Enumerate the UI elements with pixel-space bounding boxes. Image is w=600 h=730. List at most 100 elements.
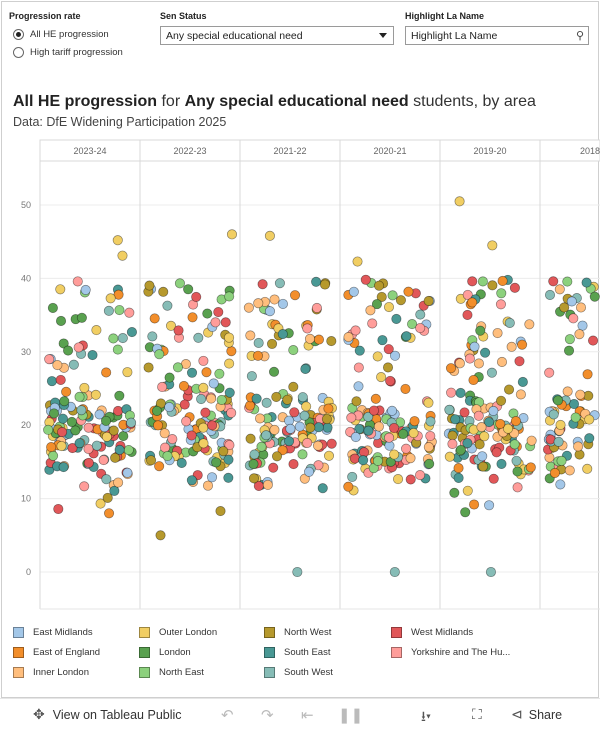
- data-point: [118, 431, 129, 442]
- data-point: [455, 387, 466, 399]
- data-point: [294, 421, 305, 432]
- data-point: [299, 410, 310, 421]
- redo-icon[interactable]: ↷: [261, 707, 274, 724]
- data-point: [226, 346, 237, 357]
- data-point: [104, 508, 115, 519]
- pause-icon[interactable]: ❚❚: [338, 707, 364, 724]
- y-tick-label: 10: [21, 494, 31, 504]
- legend-item[interactable]: East of England: [13, 647, 100, 658]
- data-point: [108, 425, 119, 436]
- data-point: [214, 368, 225, 379]
- legend-swatch: [391, 627, 402, 638]
- legend-item[interactable]: Outer London: [139, 627, 217, 638]
- legend-label: London: [159, 647, 191, 658]
- data-point: [101, 431, 112, 442]
- data-point: [548, 409, 559, 420]
- data-point: [389, 422, 400, 434]
- legend-item[interactable]: Yorkshire and The Hu...: [391, 647, 510, 658]
- data-point: [246, 371, 257, 382]
- data-point: [570, 412, 581, 423]
- data-point: [589, 291, 600, 302]
- search-icon[interactable]: ⚲: [575, 30, 584, 42]
- highlight-search-input[interactable]: Highlight La Name ⚲: [405, 26, 589, 45]
- progression-rate-label: Progression rate: [9, 11, 81, 21]
- data-point: [368, 405, 380, 416]
- download-icon[interactable]: ⭳▾: [421, 708, 432, 724]
- sen-status-dropdown[interactable]: Any special educational need: [160, 26, 394, 45]
- legend-label: South West: [284, 667, 333, 678]
- column-label: 2022-23: [173, 146, 206, 156]
- data-point: [288, 459, 299, 470]
- data-point: [473, 358, 484, 369]
- data-point: [573, 441, 584, 452]
- radio-selected-icon[interactable]: [13, 29, 24, 40]
- data-point: [588, 335, 599, 346]
- data-point: [109, 485, 120, 496]
- data-point: [372, 455, 383, 467]
- data-point: [114, 444, 125, 455]
- data-point: [317, 483, 328, 494]
- radio-high-tariff[interactable]: High tariff progression: [13, 47, 123, 58]
- data-point: [495, 299, 506, 310]
- fullscreen-icon[interactable]: ⛶: [472, 706, 482, 722]
- data-point: [101, 367, 112, 378]
- data-point: [544, 289, 556, 300]
- data-point: [351, 396, 362, 407]
- data-point: [74, 391, 85, 402]
- data-point: [66, 416, 77, 427]
- data-point: [363, 425, 374, 436]
- data-point: [512, 482, 523, 493]
- data-point: [480, 347, 491, 358]
- data-point: [152, 420, 164, 431]
- data-point: [226, 407, 237, 418]
- legend-label: Inner London: [33, 667, 89, 678]
- data-point: [183, 284, 194, 295]
- radio-all-he[interactable]: All HE progression: [13, 29, 109, 40]
- data-point: [101, 474, 112, 485]
- data-point: [271, 391, 282, 402]
- data-point: [311, 276, 322, 287]
- legend-item[interactable]: North East: [139, 667, 204, 678]
- chart-title: All HE progression for Any special educa…: [13, 93, 536, 111]
- data-point: [83, 457, 94, 468]
- legend-item[interactable]: Inner London: [13, 667, 89, 678]
- data-point: [485, 566, 496, 578]
- legend-item[interactable]: London: [139, 647, 191, 658]
- data-point: [162, 450, 173, 462]
- radio-unselected-icon[interactable]: [13, 47, 24, 58]
- data-point: [376, 291, 387, 302]
- data-point: [74, 438, 85, 449]
- data-point: [365, 305, 376, 316]
- legend-item[interactable]: East Midlands: [13, 627, 93, 638]
- data-point: [376, 372, 387, 383]
- data-point: [313, 334, 324, 345]
- legend-item[interactable]: West Midlands: [391, 627, 473, 638]
- data-point: [87, 349, 98, 361]
- data-point: [248, 473, 260, 484]
- data-point: [254, 413, 266, 424]
- data-point: [224, 387, 235, 398]
- data-point: [179, 399, 190, 410]
- legend-label: East of England: [33, 647, 101, 658]
- legend-item[interactable]: South East: [264, 647, 330, 658]
- data-point: [584, 433, 595, 444]
- y-tick-label: 0: [26, 567, 31, 577]
- data-point: [476, 422, 487, 433]
- data-point: [408, 427, 419, 439]
- legend-swatch: [139, 647, 150, 658]
- revert-icon[interactable]: ⇤: [301, 707, 314, 724]
- share-button[interactable]: ⊲ Share: [511, 706, 562, 723]
- data-point: [266, 338, 278, 349]
- legend-item[interactable]: South West: [264, 667, 333, 678]
- data-point: [103, 305, 114, 316]
- data-point: [143, 362, 154, 373]
- view-on-tableau-button[interactable]: ✥ View on Tableau Public: [33, 706, 182, 723]
- data-point: [484, 500, 495, 511]
- data-point: [496, 395, 507, 406]
- y-tick-label: 40: [21, 273, 31, 283]
- legend-swatch: [13, 627, 24, 638]
- legend-item[interactable]: North West: [264, 627, 331, 638]
- chevron-down-icon[interactable]: [379, 33, 387, 38]
- data-point: [322, 422, 333, 433]
- undo-icon[interactable]: ↶: [221, 707, 234, 724]
